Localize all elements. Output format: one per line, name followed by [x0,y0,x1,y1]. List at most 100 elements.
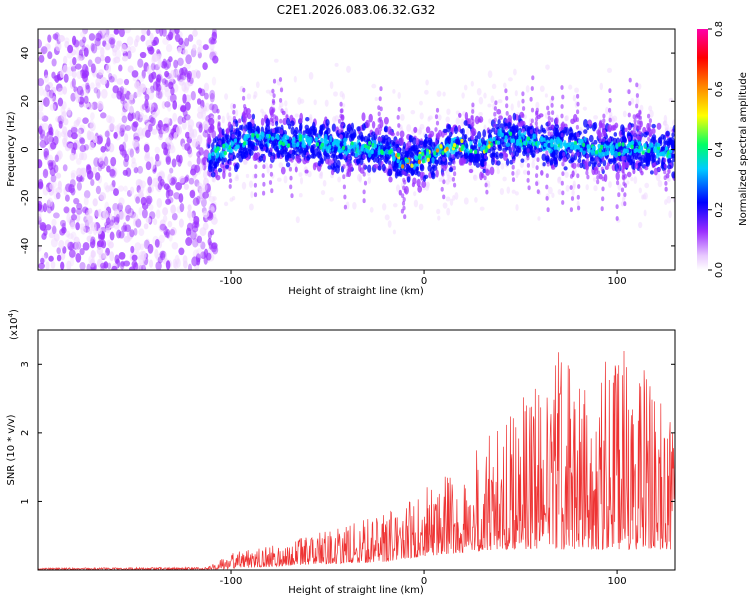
spectrogram-dot [484,148,488,153]
spectrogram-dot [44,74,50,83]
spectrogram-dot [466,127,470,136]
spectrogram-dot [343,141,347,147]
spectrogram-dot [556,139,560,145]
spectrogram-dot [569,126,573,132]
spectrogram-dot [85,82,90,90]
spectrogram-dot [356,173,362,182]
spectrogram-dot [499,188,505,195]
spectrogram-dot [93,157,100,167]
spectrogram-dot [124,204,132,214]
spectrogram-dot [474,149,478,155]
spectrogram-dot [392,156,396,162]
spectrogram-dot [48,232,56,239]
spectrogram-dot [651,134,657,141]
spectrogram-dot [570,118,575,125]
spectrogram-dot [402,197,406,202]
spectrogram-dot [343,154,347,159]
spectrogram-dot [317,160,322,167]
spectrogram-dot [154,248,159,259]
spectrogram-dot [118,211,125,220]
spectrogram-dot [40,257,45,265]
spectrogram-dot [113,208,120,218]
spectrogram-dot [173,59,179,69]
spectrogram-dot [452,159,456,165]
spectrogram-dot [84,65,89,76]
spectrogram-dot [51,225,57,235]
spectrogram-dot [108,241,114,249]
spectrogram-dot [651,123,656,129]
spectrogram-dot [637,162,642,167]
colorbar-label: Normalized spectral amplitude [738,72,749,226]
spectrogram-dot [647,127,651,133]
spectrogram-dot [66,213,71,223]
spectrogram-dot [464,111,469,121]
spectrogram-dot [346,124,352,132]
spectrogram-dot [613,150,619,159]
spectrogram-dot [610,117,616,123]
spectrogram-dot [144,99,149,109]
spectrogram-dot [284,100,288,107]
spectrogram-dot [379,86,383,92]
spectrogram-dot [67,44,74,54]
spectrogram-dot [451,177,455,182]
spectrogram-dot [490,95,495,104]
spectrogram-dot [356,148,360,153]
spectrogram-dot [285,162,291,168]
spectrogram-dot [78,136,85,143]
spectrogram-dot [588,134,594,143]
spectrogram-dot [157,127,165,135]
spectrogram-dot [48,89,55,99]
spectrogram-dot [614,122,619,129]
spectrogram-dot [209,124,215,131]
spectrogram-dot [586,154,590,159]
spectrogram-dot [561,190,565,196]
spectrogram-dot [227,121,232,130]
y-tick-label: -40 [20,238,31,254]
spectrogram-dot [464,133,468,140]
spectrogram-dot [625,148,630,154]
spectrogram-dot [191,256,198,267]
spectrogram-dot [161,101,166,109]
spectrogram-dot [279,140,283,145]
spectrogram-dot [155,209,161,219]
spectrogram-dot [292,137,296,142]
spectrogram-dot [668,210,672,219]
spectrogram-dot [76,167,82,178]
spectrogram-dot [79,261,86,270]
spectrogram-dot [599,119,603,125]
spectrogram-dot [139,243,144,251]
spectrogram-dot [530,118,534,124]
spectrogram-dot [510,152,514,158]
spectrogram-dot [225,164,230,169]
spectrogram-dot [303,149,307,156]
spectrogram-dot [121,43,127,54]
spectrogram-dot [231,133,235,139]
spectrogram-dot [350,122,354,131]
spectrogram-dot [540,124,544,133]
spectrogram-dot [192,44,197,51]
spectrogram-dot [75,63,82,70]
spectrogram-dot [118,252,126,260]
x-tick-label: 0 [421,276,427,287]
spectrogram-dot [89,258,96,268]
spectrogram-dot [137,75,145,83]
y-tick-label: 20 [20,95,31,108]
spectrogram-dot [178,154,183,164]
spectrogram-dot [280,108,284,114]
spectrogram-dot [535,101,540,109]
spectrogram-dot [398,189,402,196]
spectrogram-dot [47,34,52,43]
spectrogram-dot [635,135,640,140]
spectrogram-dot [208,37,216,45]
spectrogram-dot [647,113,651,119]
spectrogram-dot [320,190,326,196]
spectrogram-dot [83,144,89,151]
spectrogram-dot [280,151,285,158]
spectrogram-dot [535,173,539,179]
spectrogram-dot [638,110,642,116]
spectrogram-dot [623,192,627,198]
spectrogram-dot [535,165,539,171]
spectrogram-dot [150,62,156,71]
spectrogram-dot [200,241,206,250]
spectrogram-dot [452,165,456,171]
